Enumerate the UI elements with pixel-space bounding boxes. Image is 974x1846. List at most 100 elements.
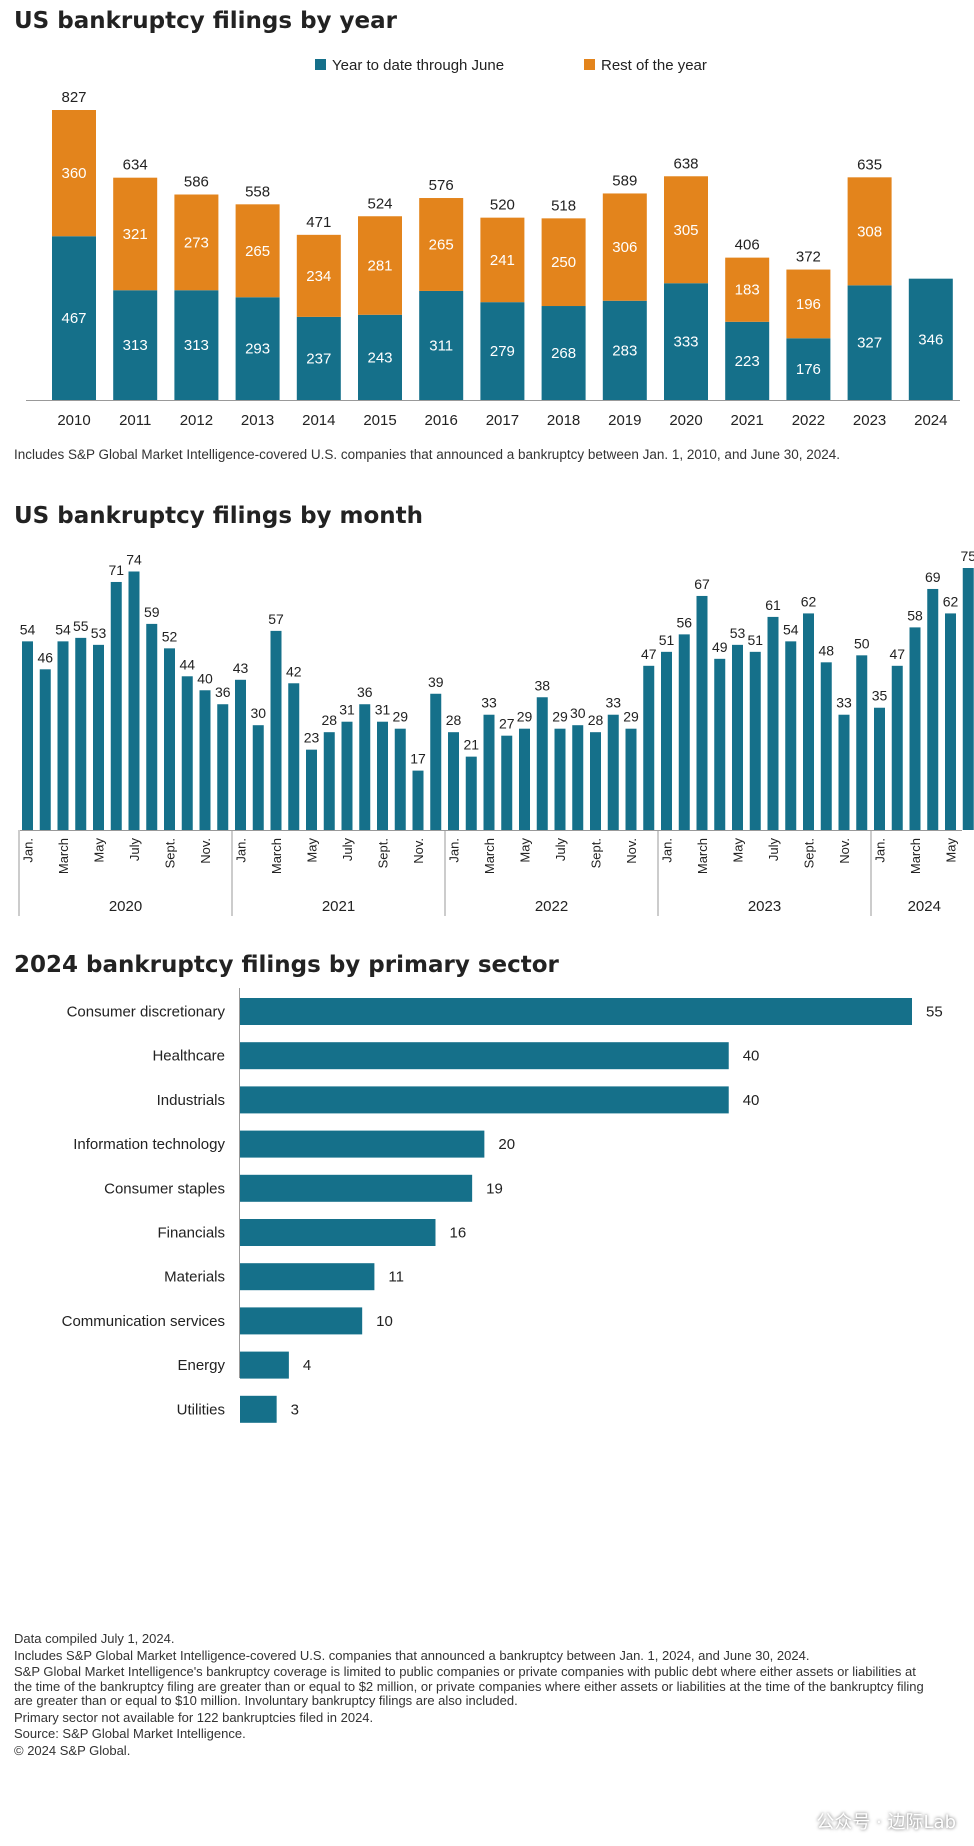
tick-label-2014: 2014: [302, 412, 335, 429]
label-month-19: 36: [357, 684, 373, 700]
bar-month-12: [235, 679, 246, 830]
label-month-38: 67: [694, 576, 710, 592]
label-rest-2021: 183: [735, 282, 760, 299]
bar-month-37: [678, 634, 690, 830]
footnote: © 2024 S&P Global.: [14, 1742, 131, 1758]
label-ytd-2016: 311: [429, 337, 453, 354]
label-month-48: 35: [872, 688, 888, 704]
bar-rest-2016: [419, 198, 464, 291]
label-rest-2013: 265: [245, 243, 270, 260]
bar-month-16: [306, 749, 317, 830]
label-month-3: 55: [73, 618, 89, 634]
bar-ytd-2011: [113, 290, 158, 400]
tick-label-2023: 2023: [853, 412, 886, 429]
label-month-20: 31: [375, 702, 391, 718]
bar-month-22: [412, 770, 424, 830]
footnote: S&P Global Market Intelligence's bankrup…: [14, 1664, 924, 1708]
label-rest-2020: 305: [673, 222, 698, 239]
bar-ytd-2020: [664, 283, 708, 400]
bar-month-4: [93, 644, 104, 830]
value-label-financials: 16: [449, 1225, 466, 1242]
label-ytd-2022: 176: [796, 361, 821, 378]
bar-month-34: [625, 728, 637, 830]
bar-month-11: [217, 704, 229, 830]
month-tick-2020-May: May: [92, 838, 107, 863]
label-ytd-2015: 243: [367, 349, 392, 366]
label-month-24: 28: [446, 712, 462, 728]
footnote: Includes S&P Global Market Intelligence-…: [14, 1647, 810, 1663]
label-month-11: 36: [215, 684, 231, 700]
bar-month-14: [270, 630, 282, 830]
month-tick-2022-Sept.: Sept.: [589, 838, 604, 868]
label-month-51: 69: [925, 569, 941, 585]
label-month-49: 47: [889, 646, 905, 662]
footnotes: Data compiled July 1, 2024. Includes S&P…: [14, 1631, 934, 1760]
bar-month-8: [164, 648, 175, 830]
bar-utilities: [240, 1395, 277, 1423]
tick-label-2018: 2018: [547, 412, 580, 429]
month-tick-2023-Nov.: Nov.: [837, 838, 852, 864]
bar-ytd-2014: [296, 316, 341, 400]
month-tick-2021-Jan.: Jan.: [234, 838, 249, 863]
label-month-12: 43: [233, 660, 249, 676]
label-ytd-2023: 327: [857, 335, 882, 352]
bar-month-30: [554, 728, 566, 830]
label-total-2019: 589: [612, 172, 637, 189]
bar-month-19: [359, 704, 371, 830]
tick-label-2020: 2020: [669, 412, 702, 429]
tick-label-2022: 2022: [792, 412, 825, 429]
bar-month-50: [909, 627, 921, 830]
month-tick-2020-July: July: [127, 838, 142, 862]
bar-month-31: [572, 725, 584, 830]
category-label-information-technology: Information technology: [73, 1136, 225, 1153]
label-month-17: 28: [321, 712, 337, 728]
bar-rest-2023: [847, 177, 892, 286]
month-tick-2023-May: May: [731, 838, 746, 863]
category-label-healthcare: Healthcare: [152, 1048, 225, 1065]
bar-month-3: [75, 637, 87, 830]
bar-month-36: [661, 651, 672, 830]
label-month-23: 39: [428, 674, 444, 690]
tick-label-2021: 2021: [731, 412, 764, 429]
tick-label-2024: 2024: [914, 412, 947, 429]
bar-month-38: [696, 595, 708, 830]
label-ytd-2018: 268: [551, 345, 576, 362]
bar-financials: [240, 1219, 436, 1246]
label-month-27: 27: [499, 716, 515, 732]
bar-rest-2012: [174, 194, 219, 291]
bar-month-24: [448, 732, 459, 830]
tick-label-2019: 2019: [608, 412, 641, 429]
month-tick-2020-Nov.: Nov.: [198, 838, 213, 864]
label-month-46: 33: [836, 695, 852, 711]
label-ytd-2010: 467: [61, 310, 86, 327]
label-rest-2010: 360: [61, 165, 86, 182]
label-month-7: 59: [144, 604, 160, 620]
bar-healthcare: [240, 1042, 729, 1070]
bar-month-15: [288, 683, 300, 830]
label-ytd-2020: 333: [673, 334, 698, 351]
bar-ytd-2023: [847, 285, 892, 400]
label-month-52: 62: [943, 593, 959, 609]
bar-month-41: [749, 651, 761, 830]
label-month-32: 28: [588, 712, 604, 728]
bar-month-44: [803, 613, 814, 830]
label-month-40: 53: [730, 625, 746, 641]
bar-month-9: [181, 676, 193, 830]
bar-ytd-2018: [541, 306, 586, 400]
bar-rest-2014: [296, 234, 341, 317]
category-label-energy: Energy: [177, 1357, 225, 1374]
bar-month-23: [430, 693, 442, 830]
bar-month-42: [767, 616, 779, 830]
label-month-15: 42: [286, 663, 302, 679]
bar-rest-2013: [235, 204, 280, 298]
label-ytd-2017: 279: [490, 343, 515, 360]
chart-note-by-year: Includes S&P Global Market Intelligence-…: [14, 447, 841, 462]
bar-rest-2020: [664, 176, 708, 284]
value-label-information-technology: 20: [498, 1136, 515, 1153]
label-ytd-2013: 293: [245, 341, 270, 358]
label-month-31: 30: [570, 705, 586, 721]
bar-rest-2017: [480, 217, 525, 303]
legend-swatch-rest: [584, 59, 595, 70]
label-month-37: 56: [676, 614, 692, 630]
